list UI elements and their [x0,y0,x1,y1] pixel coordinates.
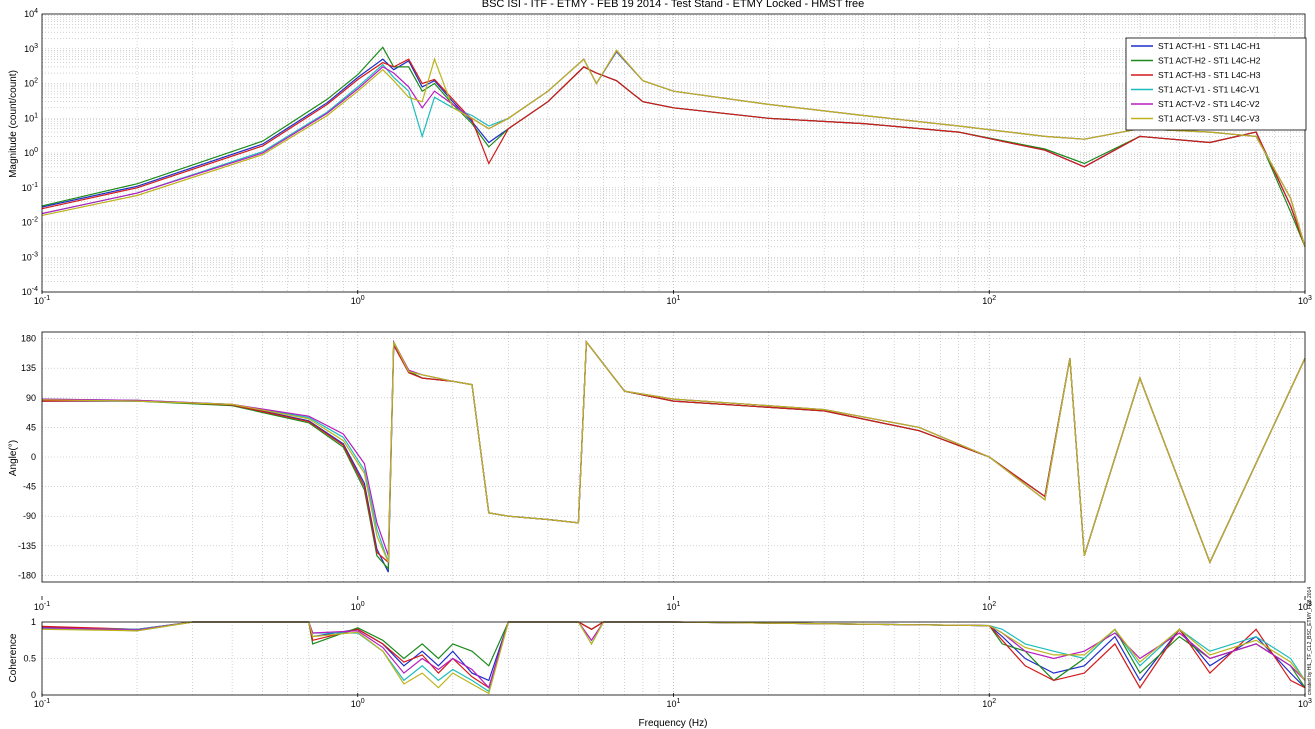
frequency-xlabel: Frequency (Hz) [639,718,708,729]
y-tick-label: 101 [24,112,38,123]
x-tick-label: 102 [982,295,996,306]
x-tick-label: 101 [667,698,681,709]
x-tick-label: 101 [667,295,681,306]
y-tick-label: 10-4 [22,286,38,297]
legend-entry: ST1 ACT-H2 - ST1 L4C-H2 [1158,56,1261,66]
y-tick-label: 0.5 [23,654,36,664]
y-tick-label: 45 [26,422,36,432]
y-tick-label: 102 [24,78,38,89]
x-tick-label: 103 [1298,295,1312,306]
series-line [41,340,1306,564]
y-tick-label: 0 [31,690,36,700]
x-tick-label: 100 [351,295,365,306]
x-tick-label: 102 [982,601,996,612]
series-line [41,58,1306,247]
x-tick-label: 102 [982,698,996,709]
x-tick-label: 103 [1298,601,1312,612]
coherence-panel: 1 0.5 010-1 100 101 102 103 [23,617,1312,709]
magnitude-panel: 10-4 10-3 10-2 10-1 100 101 102 103 104 10-1 100 10… [22,8,1312,306]
magnitude-ylabel: Magnitude (count/count) [8,70,19,178]
figure-title: BSC ISI - ITF - ETMY - FEB 19 2014 - Tes… [482,0,864,10]
coherence-ylabel: Coherence [8,633,19,682]
y-tick-label: 104 [24,8,38,19]
y-tick-label: 10-3 [22,251,38,262]
y-tick-label: 0 [31,452,36,462]
legend-entry: ST1 ACT-V3 - ST1 L4C-V3 [1158,114,1260,124]
y-tick-label: -135 [18,541,36,551]
phase-panel: 180 135 90 45 0 -45 -90 -135 -180 10-1 100 101 102 10… [18,331,1312,612]
legend-box [1125,37,1307,131]
x-tick-label: 100 [351,698,365,709]
y-tick-label: -90 [23,511,36,521]
y-tick-label: 100 [24,147,38,158]
x-tick-label: 10-1 [34,295,50,306]
x-tick-label: 103 [1298,698,1312,709]
y-tick-label: -45 [23,482,36,492]
y-tick-label: 1 [31,617,36,627]
footer-note: created by HIL_TF_CL2_BSC_ETMY_FEB 2014 [1307,587,1313,695]
y-tick-label: -180 [18,570,36,580]
legend-entry: ST1 ACT-V1 - ST1 L4C-V1 [1158,85,1260,95]
x-tick-label: 10-1 [34,698,50,709]
y-tick-label: 10-2 [22,217,38,228]
axes-box [41,331,1306,583]
legend: ST1 ACT-H1 - ST1 L4C-H1 ST1 ACT-H2 - ST1 … [1125,37,1307,131]
y-tick-label: 90 [26,393,36,403]
legend-entry: ST1 ACT-H3 - ST1 L4C-H3 [1158,70,1261,80]
y-tick-label: 135 [21,363,36,373]
phase-ylabel: Angle(°) [8,440,19,476]
series-line [41,621,1306,695]
legend-entry: ST1 ACT-H1 - ST1 L4C-H1 [1158,41,1261,51]
series-line [41,621,1306,689]
y-tick-label: 10-1 [22,182,38,193]
legend-entry: ST1 ACT-V2 - ST1 L4C-V2 [1158,99,1260,109]
x-tick-label: 100 [351,601,365,612]
y-tick-label: 180 [21,334,36,344]
x-tick-label: 101 [667,601,681,612]
series-line [41,49,1306,247]
y-tick-label: 103 [24,43,38,54]
x-tick-label: 10-1 [34,601,50,612]
